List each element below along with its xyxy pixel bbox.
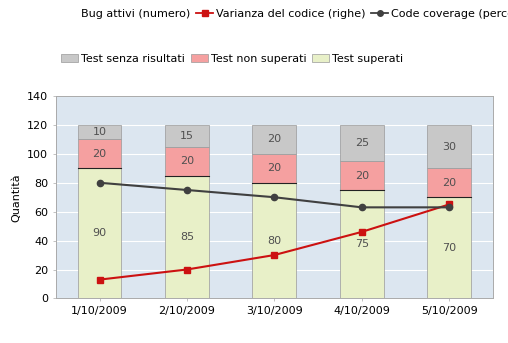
Bar — [340, 125, 384, 161]
Bar — [78, 168, 121, 298]
Bar — [78, 139, 121, 168]
Text: 85: 85 — [180, 232, 194, 242]
Y-axis label: Quantità: Quantità — [12, 173, 21, 222]
Bar — [252, 125, 296, 154]
Text: 20: 20 — [92, 149, 107, 159]
Bar — [165, 176, 209, 298]
Text: 70: 70 — [442, 243, 456, 253]
Text: 20: 20 — [180, 156, 194, 166]
Bar — [427, 197, 471, 298]
Bar — [252, 183, 296, 298]
Text: 20: 20 — [442, 178, 456, 188]
Bar — [78, 125, 121, 139]
Bar — [427, 125, 471, 168]
Text: 20: 20 — [267, 163, 281, 173]
Legend: Bug attivi (numero), Varianza del codice (righe), Code coverage (percentuale): Bug attivi (numero), Varianza del codice… — [61, 9, 508, 19]
Text: 20: 20 — [267, 134, 281, 144]
Text: 15: 15 — [180, 131, 194, 141]
Text: 90: 90 — [92, 228, 107, 238]
Text: 80: 80 — [267, 236, 281, 246]
Bar — [340, 190, 384, 298]
Legend: Test senza risultati, Test non superati, Test superati: Test senza risultati, Test non superati,… — [61, 54, 403, 63]
Text: 20: 20 — [355, 170, 369, 180]
Bar — [427, 168, 471, 197]
Text: 30: 30 — [442, 142, 456, 152]
Text: 25: 25 — [355, 138, 369, 148]
Bar — [165, 125, 209, 147]
Text: 10: 10 — [92, 127, 107, 137]
Bar — [165, 147, 209, 176]
Bar — [252, 154, 296, 183]
Text: 75: 75 — [355, 239, 369, 249]
Bar — [340, 161, 384, 190]
